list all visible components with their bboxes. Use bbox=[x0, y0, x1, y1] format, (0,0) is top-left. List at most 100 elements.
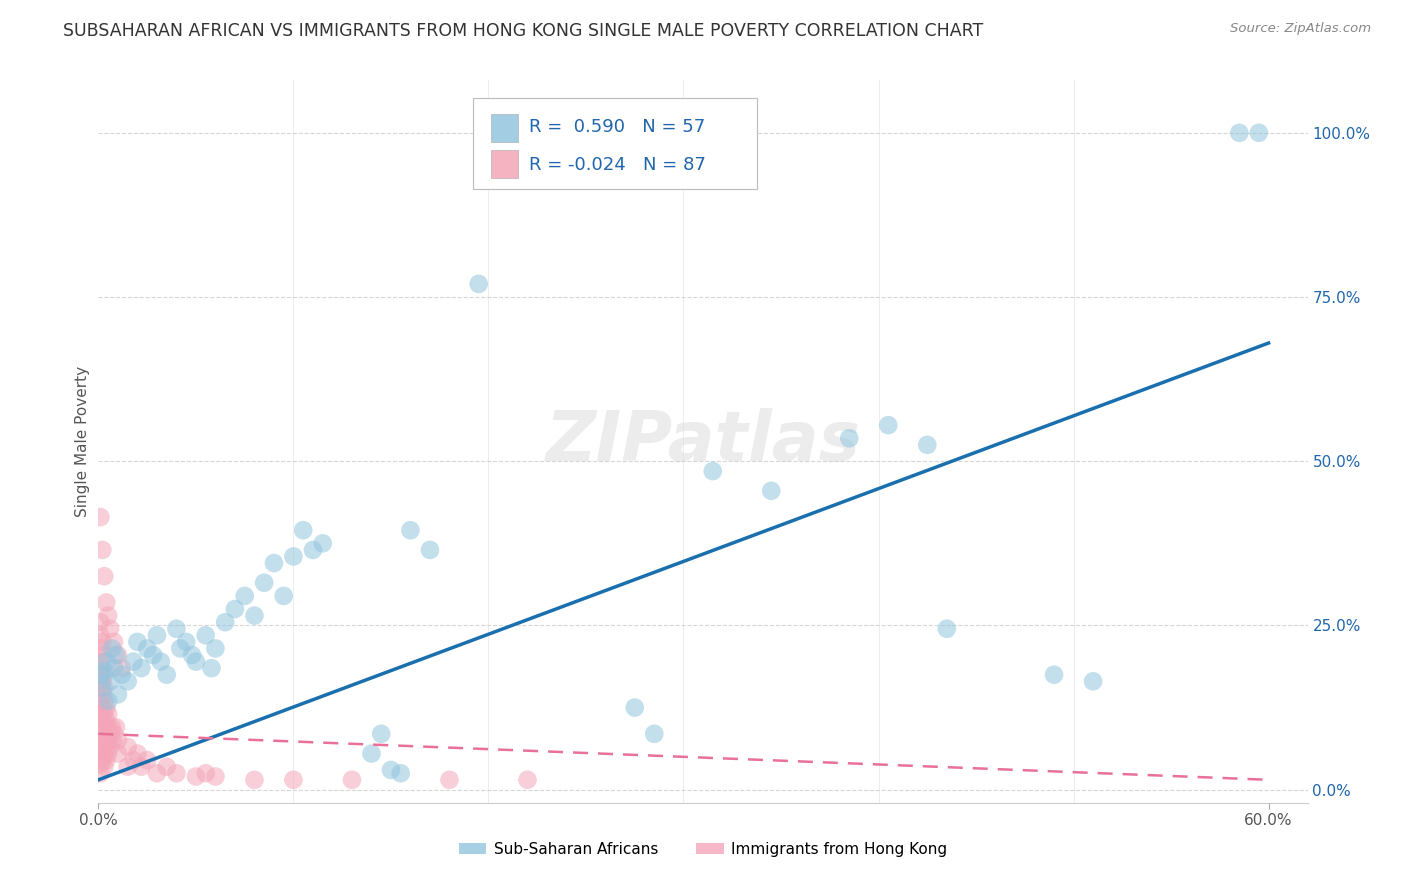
Point bbox=[838, 431, 860, 445]
Text: SUBSAHARAN AFRICAN VS IMMIGRANTS FROM HONG KONG SINGLE MALE POVERTY CORRELATION : SUBSAHARAN AFRICAN VS IMMIGRANTS FROM HO… bbox=[63, 22, 984, 40]
FancyBboxPatch shape bbox=[492, 151, 517, 178]
Point bbox=[107, 733, 129, 747]
Point bbox=[89, 694, 111, 708]
Point bbox=[204, 641, 226, 656]
Point bbox=[283, 772, 305, 787]
Point bbox=[91, 681, 114, 695]
Point bbox=[111, 661, 134, 675]
Point bbox=[93, 569, 115, 583]
Point bbox=[184, 655, 207, 669]
Point bbox=[101, 733, 124, 747]
Point bbox=[91, 739, 114, 754]
Point bbox=[97, 694, 120, 708]
Point bbox=[1081, 674, 1104, 689]
Point bbox=[89, 655, 111, 669]
Point bbox=[103, 661, 125, 675]
Point bbox=[224, 602, 246, 616]
Point bbox=[136, 753, 159, 767]
Point bbox=[107, 687, 129, 701]
Point bbox=[97, 707, 120, 722]
Point bbox=[877, 418, 900, 433]
Point bbox=[233, 589, 256, 603]
FancyBboxPatch shape bbox=[474, 98, 758, 189]
Point bbox=[93, 720, 115, 734]
Point bbox=[761, 483, 783, 498]
Point bbox=[97, 747, 120, 761]
Text: Source: ZipAtlas.com: Source: ZipAtlas.com bbox=[1230, 22, 1371, 36]
Point bbox=[89, 756, 111, 771]
Point bbox=[89, 766, 111, 780]
Point bbox=[283, 549, 305, 564]
Point bbox=[146, 766, 169, 780]
Point bbox=[91, 661, 114, 675]
Point bbox=[97, 608, 120, 623]
Point bbox=[91, 753, 114, 767]
Point bbox=[91, 700, 114, 714]
Point bbox=[149, 655, 172, 669]
Point bbox=[127, 635, 149, 649]
Point bbox=[101, 641, 124, 656]
Point bbox=[96, 739, 118, 754]
Point bbox=[104, 720, 127, 734]
Point bbox=[89, 747, 111, 761]
Point bbox=[165, 766, 187, 780]
Point bbox=[96, 655, 118, 669]
Point bbox=[340, 772, 363, 787]
Point bbox=[89, 510, 111, 524]
Point bbox=[93, 747, 115, 761]
Point bbox=[107, 648, 129, 662]
Text: R =  0.590   N = 57: R = 0.590 N = 57 bbox=[529, 119, 706, 136]
Point bbox=[181, 648, 204, 662]
Point bbox=[96, 727, 118, 741]
Point bbox=[122, 753, 145, 767]
Point bbox=[91, 674, 114, 689]
Point bbox=[643, 727, 665, 741]
Point bbox=[214, 615, 236, 630]
Y-axis label: Single Male Poverty: Single Male Poverty bbox=[75, 366, 90, 517]
Point bbox=[98, 674, 121, 689]
Point bbox=[103, 727, 125, 741]
Point bbox=[1227, 126, 1250, 140]
Point bbox=[96, 753, 118, 767]
Point bbox=[156, 667, 179, 681]
Point bbox=[96, 714, 118, 728]
Point bbox=[93, 760, 115, 774]
Point bbox=[204, 770, 226, 784]
Point bbox=[253, 575, 276, 590]
Point bbox=[935, 622, 957, 636]
Point bbox=[380, 763, 402, 777]
Point bbox=[97, 720, 120, 734]
Point bbox=[91, 727, 114, 741]
Point bbox=[399, 523, 422, 537]
Point bbox=[96, 700, 118, 714]
Point bbox=[89, 667, 111, 681]
Point bbox=[1043, 667, 1066, 681]
Point bbox=[117, 739, 139, 754]
Point bbox=[243, 608, 266, 623]
Point bbox=[389, 766, 412, 780]
Text: ZIPatlas: ZIPatlas bbox=[546, 408, 860, 475]
Point bbox=[419, 542, 441, 557]
Point bbox=[312, 536, 335, 550]
Point bbox=[107, 747, 129, 761]
Point bbox=[91, 648, 114, 662]
Point bbox=[89, 641, 111, 656]
Point bbox=[292, 523, 315, 537]
Point bbox=[360, 747, 382, 761]
Point bbox=[89, 667, 111, 681]
Point bbox=[91, 635, 114, 649]
Point bbox=[194, 766, 217, 780]
Point bbox=[91, 687, 114, 701]
Point bbox=[91, 542, 114, 557]
Point bbox=[101, 720, 124, 734]
Point bbox=[146, 628, 169, 642]
Point bbox=[917, 438, 939, 452]
Point bbox=[93, 665, 115, 679]
Point bbox=[117, 760, 139, 774]
Point bbox=[370, 727, 392, 741]
Point bbox=[117, 674, 139, 689]
Point bbox=[98, 622, 121, 636]
Point bbox=[89, 720, 111, 734]
Point bbox=[93, 694, 115, 708]
Point bbox=[93, 667, 115, 681]
